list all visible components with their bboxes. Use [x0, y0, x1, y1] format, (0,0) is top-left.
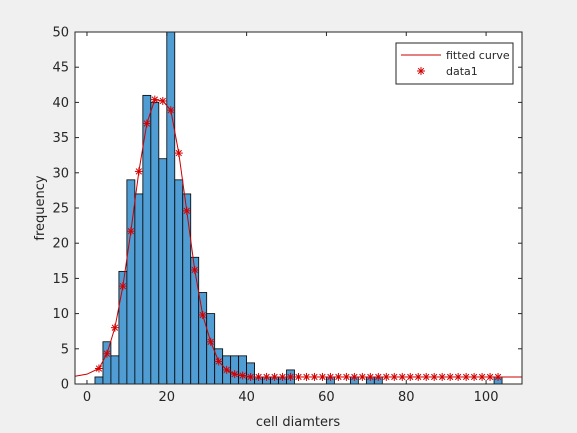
y-tick-label: 35 — [52, 131, 69, 146]
y-tick-label: 50 — [52, 26, 69, 41]
data1-point — [270, 372, 279, 381]
data1-point — [126, 227, 135, 236]
y-tick-label: 45 — [52, 61, 69, 76]
data1-point — [158, 96, 167, 105]
data1-point — [286, 372, 295, 381]
histogram-bar — [182, 193, 192, 385]
histogram-bar — [238, 355, 248, 385]
data1-point — [430, 372, 439, 381]
y-tick-label: 0 — [61, 378, 69, 393]
data1-point — [446, 372, 455, 381]
data1-point — [414, 372, 423, 381]
data1-point — [182, 206, 191, 215]
data1-point — [326, 372, 335, 381]
data1-point — [462, 372, 471, 381]
histogram-bar — [110, 355, 120, 385]
histogram-bar — [158, 158, 168, 385]
x-tick-label: 40 — [238, 390, 255, 405]
data1-point — [310, 372, 319, 381]
data1-point — [382, 372, 391, 381]
data1-point — [222, 365, 231, 374]
histogram-bar — [230, 355, 240, 385]
histogram-bar — [190, 256, 200, 385]
data1-point — [198, 311, 207, 320]
data1-point — [94, 364, 103, 373]
data1-point — [246, 372, 255, 381]
data1-point — [238, 371, 247, 380]
y-tick-label: 5 — [61, 342, 69, 357]
histogram-bar — [150, 102, 160, 385]
data1-point — [342, 372, 351, 381]
data1-point — [390, 372, 399, 381]
y-axis-label: frequency — [33, 175, 48, 241]
data1-markers — [94, 95, 503, 381]
data1-point — [166, 106, 175, 115]
histogram-bar — [174, 179, 184, 385]
data1-point — [318, 372, 327, 381]
y-tick-label: 30 — [52, 166, 69, 181]
histogram-bar — [134, 193, 144, 385]
x-tick-label: 60 — [318, 390, 335, 405]
x-axis-ticks: 0 20 40 60 80 100 — [83, 32, 499, 405]
data1-point — [278, 372, 287, 381]
data1-point — [134, 167, 143, 176]
y-axis-ticks: 0 5 10 15 20 25 30 35 40 45 50 — [52, 26, 522, 393]
data1-point — [454, 372, 463, 381]
data1-point — [494, 372, 503, 381]
histogram-bar — [102, 341, 112, 385]
data1-point — [102, 349, 111, 358]
y-tick-label: 25 — [52, 202, 69, 217]
data1-point — [438, 372, 447, 381]
data1-point — [398, 372, 407, 381]
x-tick-label: 100 — [474, 390, 499, 405]
x-tick-label: 0 — [83, 390, 91, 405]
data1-point — [478, 372, 487, 381]
legend: fitted curve data1 — [395, 42, 514, 85]
data1-point — [118, 282, 127, 291]
y-tick-label: 15 — [52, 272, 69, 287]
data1-point — [422, 372, 431, 381]
data1-point — [206, 337, 215, 346]
y-tick-label: 20 — [52, 237, 69, 252]
data1-point — [470, 372, 479, 381]
data1-point — [486, 372, 495, 381]
histogram-bar — [166, 31, 176, 385]
legend-asterisk-icon — [417, 67, 425, 75]
data1-point — [254, 372, 263, 381]
data1-point — [174, 149, 183, 158]
data1-point — [294, 372, 303, 381]
data1-point — [190, 265, 199, 274]
x-axis-label: cell diamters — [256, 415, 340, 430]
data1-point — [366, 372, 375, 381]
legend-data1-swatch — [417, 67, 425, 75]
legend-fitted-curve-label: fitted curve — [446, 49, 510, 62]
histogram-bar — [94, 376, 104, 385]
data1-point — [214, 357, 223, 366]
data1-point — [142, 119, 151, 128]
data1-point — [110, 323, 119, 332]
x-tick-label: 80 — [398, 390, 415, 405]
data1-point — [374, 372, 383, 381]
histogram-bar — [198, 292, 208, 385]
legend-box — [395, 42, 514, 85]
data1-point — [350, 372, 359, 381]
data1-point — [302, 372, 311, 381]
y-tick-label: 10 — [52, 307, 69, 322]
data1-point — [230, 370, 239, 379]
data1-point — [406, 372, 415, 381]
x-tick-label: 20 — [159, 390, 176, 405]
legend-data1-label: data1 — [446, 65, 478, 78]
data1-point — [334, 372, 343, 381]
data1-point — [150, 95, 159, 104]
y-tick-label: 40 — [52, 96, 69, 111]
data1-point — [358, 372, 367, 381]
data1-point — [262, 372, 271, 381]
